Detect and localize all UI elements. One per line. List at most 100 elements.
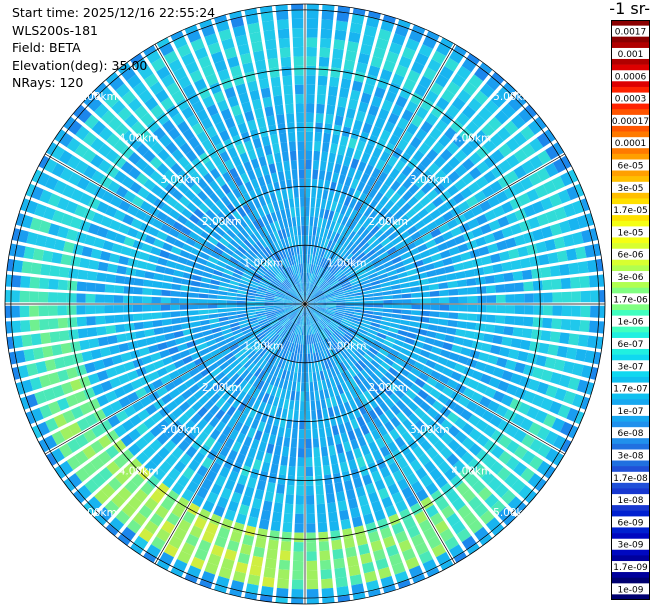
range-gate	[333, 192, 341, 203]
range-gate	[280, 455, 288, 466]
range-gate	[297, 372, 301, 383]
range-gate	[402, 190, 413, 202]
range-gate	[317, 513, 327, 523]
range-gate	[120, 352, 132, 362]
range-gate	[273, 335, 281, 345]
range-gate	[253, 355, 262, 365]
range-gate	[276, 290, 286, 295]
range-gate	[317, 306, 327, 309]
range-gate	[544, 430, 559, 446]
range-gate	[446, 141, 460, 155]
range-gate	[385, 51, 399, 64]
range-gate	[326, 308, 336, 312]
range-gate	[468, 443, 482, 457]
range-gate	[454, 445, 468, 459]
range-gate	[258, 605, 272, 610]
range-gate	[349, 324, 360, 331]
range-gate	[230, 225, 240, 235]
range-gate	[279, 271, 287, 280]
range-gate	[239, 279, 250, 286]
range-gate	[180, 372, 192, 382]
range-gate	[162, 356, 173, 366]
colorbar-label-box	[612, 360, 649, 372]
range-gate	[308, 315, 312, 325]
range-gate	[347, 167, 356, 178]
range-gate	[300, 292, 305, 302]
range-gate	[247, 249, 256, 258]
range-gate	[257, 316, 267, 322]
range-gate	[461, 422, 475, 436]
range-gate	[135, 451, 149, 465]
range-gate	[249, 280, 260, 286]
range-gate	[505, 170, 519, 184]
range-gate	[388, 553, 403, 566]
range-gate	[496, 294, 506, 303]
range-gate	[337, 500, 348, 512]
range-gate	[323, 287, 332, 293]
range-gate	[219, 150, 231, 163]
range-gate	[277, 28, 290, 39]
range-gate	[357, 239, 367, 249]
range-gate	[417, 355, 428, 365]
range-gate	[111, 100, 126, 115]
range-gate	[347, 344, 356, 353]
range-gate	[307, 304, 318, 307]
range-gate	[510, 373, 523, 385]
range-gate	[345, 217, 353, 228]
range-gate	[425, 482, 439, 496]
range-gate	[325, 310, 335, 315]
range-gate	[258, 78, 270, 90]
range-gate	[209, 284, 220, 290]
range-gate	[291, 236, 296, 246]
range-gate	[321, 587, 334, 599]
range-gate	[17, 229, 29, 243]
range-gate	[384, 142, 395, 155]
range-gate	[244, 181, 254, 192]
range-gate	[309, 325, 313, 335]
range-gate	[364, 25, 378, 38]
range-gate	[241, 4, 256, 7]
range-gate	[325, 294, 336, 299]
colorbar-tick-label: 1.7e-08	[613, 474, 648, 484]
range-gate	[330, 265, 339, 274]
range-gate	[242, 393, 252, 404]
range-gate	[471, 114, 486, 128]
range-gate	[283, 304, 293, 307]
range-gate	[532, 280, 543, 291]
range-gate	[225, 336, 236, 344]
range-gate	[453, 336, 465, 346]
range-gate	[419, 349, 431, 359]
range-gate	[376, 218, 387, 229]
range-gate	[343, 316, 353, 322]
range-gate	[96, 201, 109, 214]
range-gate	[278, 315, 287, 321]
range-gate	[249, 89, 261, 101]
range-gate	[320, 559, 332, 570]
azimuth-spoke	[304, 303, 565, 455]
range-gate	[560, 421, 574, 437]
range-gate	[263, 144, 273, 156]
range-gate	[347, 329, 357, 337]
range-gate	[66, 137, 81, 153]
range-gate	[193, 242, 205, 251]
range-gate	[217, 68, 230, 82]
range-gate	[306, 325, 309, 336]
range-gate	[351, 516, 363, 528]
range-gate	[389, 204, 400, 215]
range-gate	[357, 161, 367, 172]
range-gate	[366, 332, 377, 340]
range-gate	[306, 65, 316, 76]
range-gate	[44, 236, 57, 249]
range-gate	[157, 176, 170, 189]
range-gate	[376, 352, 387, 361]
range-gate	[488, 377, 501, 389]
range-gate	[293, 299, 303, 304]
range-gate	[249, 507, 261, 519]
range-gate	[253, 271, 263, 279]
range-gate	[602, 240, 605, 255]
range-gate	[197, 165, 209, 177]
range-gate	[118, 255, 130, 266]
range-gate	[204, 436, 216, 448]
range-gate	[225, 264, 236, 272]
range-gate	[526, 188, 540, 202]
